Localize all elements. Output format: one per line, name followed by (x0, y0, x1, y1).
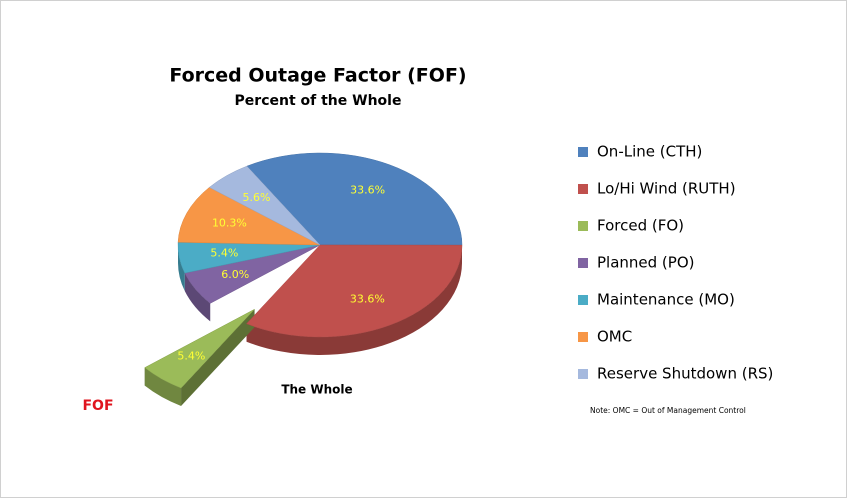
legend-swatch (578, 258, 588, 268)
annotation: FOF (82, 398, 113, 414)
legend-swatch (578, 184, 588, 194)
slice-side (184, 273, 211, 322)
legend-swatch (578, 221, 588, 231)
data-label: 5.4% (210, 247, 238, 260)
annotation: Note: OMC = Out of Management Control (590, 406, 746, 415)
slice (246, 244, 463, 338)
legend-swatch (578, 332, 588, 342)
legend-label: Maintenance (MO) (597, 291, 735, 309)
legend-label: Forced (FO) (597, 217, 684, 235)
legend-swatch (578, 147, 588, 157)
slice (177, 187, 321, 246)
annotation: The Whole (281, 383, 352, 397)
legend-label: On-Line (CTH) (597, 143, 702, 161)
data-label: 5.4% (177, 350, 205, 363)
slice-side (144, 367, 182, 406)
data-label: 6.0% (221, 268, 249, 281)
legend-label: Planned (PO) (597, 254, 695, 272)
legend-label: Lo/Hi Wind (RUTH) (597, 180, 736, 198)
slice-side (178, 245, 185, 292)
legend-swatch (578, 369, 588, 379)
slice (246, 152, 463, 246)
legend-label: OMC (597, 328, 632, 346)
data-label: 33.6% (350, 184, 385, 197)
legend-swatch (578, 295, 588, 305)
data-label: 10.3% (212, 216, 247, 229)
slice-side (246, 245, 462, 355)
legend-label: Reserve Shutdown (RS) (597, 365, 773, 383)
chart-subtitle: Percent of the Whole (235, 93, 402, 109)
data-label: 5.6% (243, 191, 271, 204)
slice (208, 165, 321, 246)
data-label: 33.6% (350, 293, 385, 306)
chart-title: Forced Outage Factor (FOF) (169, 65, 466, 87)
slice (144, 309, 255, 389)
